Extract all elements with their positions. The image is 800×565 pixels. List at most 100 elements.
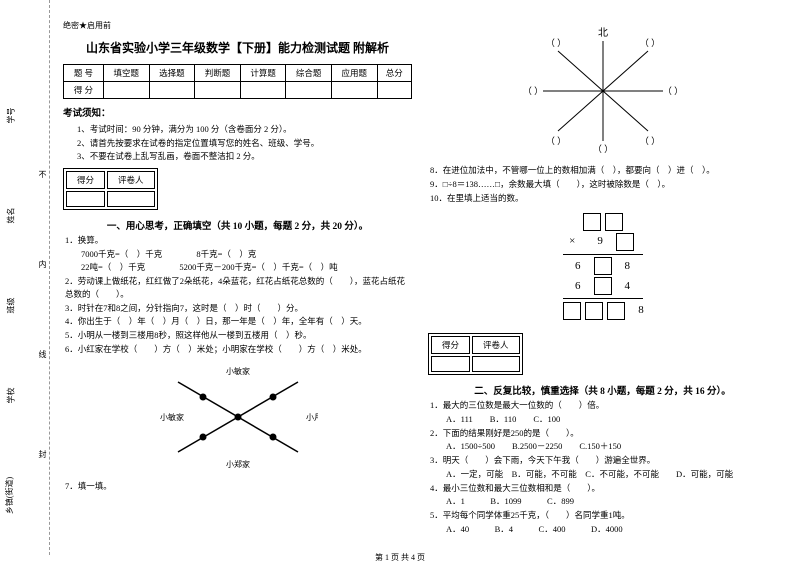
opts: A．111 B．110 C．100 bbox=[430, 413, 777, 426]
bind-mark: 封 bbox=[37, 450, 48, 458]
svg-text:（ ）: （ ） bbox=[639, 38, 659, 48]
svg-text:小敏家: 小敏家 bbox=[160, 412, 184, 422]
blank-box bbox=[594, 277, 612, 295]
digit: 4 bbox=[625, 280, 631, 292]
svg-text:（ ）: （ ） bbox=[662, 86, 682, 96]
digit: 8 bbox=[638, 304, 644, 316]
td bbox=[240, 82, 286, 99]
bind-label: 姓名 bbox=[6, 208, 17, 224]
binding-margin: 乡镇(街道) 学校 班级 姓名 学号 封 线 内 不 bbox=[5, 0, 50, 555]
confidential-note: 绝密★启用前 bbox=[63, 20, 412, 31]
left-column: 绝密★启用前 山东省实验小学三年级数学【下册】能力检测试题 附解析 题 号 填空… bbox=[55, 20, 420, 545]
opts: A．40 B．4 C．400 D．4000 bbox=[430, 523, 777, 536]
right-column: 北 （ ） （ ） （ ） （ ） （ ） （ ） （ ） 8．在进位加法中，不… bbox=[420, 20, 785, 545]
q: 6．小红家在学校（ ）方（ ）米处；小明家在学校（ ）方（ ）米处。 bbox=[65, 343, 412, 356]
score-box: 得分评卷人 bbox=[428, 333, 523, 375]
blank-box bbox=[563, 302, 581, 320]
blank-box bbox=[605, 213, 623, 231]
svg-text:（ ）: （ ） bbox=[522, 86, 542, 96]
td bbox=[195, 82, 241, 99]
bind-mark: 线 bbox=[37, 350, 48, 358]
digit: 6 bbox=[575, 280, 581, 292]
q: 3．时针在7和8之间，分针指向7，这时是（ ）时（ ）分。 bbox=[65, 302, 412, 315]
exam-title: 山东省实验小学三年级数学【下册】能力检测试题 附解析 bbox=[63, 39, 412, 56]
digit: 6 bbox=[575, 260, 581, 272]
q: 10．在里填上适当的数。 bbox=[430, 192, 777, 205]
blank-box bbox=[594, 257, 612, 275]
svg-text:（ ）: （ ） bbox=[545, 136, 565, 146]
hline bbox=[563, 254, 643, 255]
svg-text:小郑家: 小郑家 bbox=[226, 459, 250, 469]
bind-label: 班级 bbox=[6, 298, 17, 314]
compass-diagram: 北 （ ） （ ） （ ） （ ） （ ） （ ） （ ） bbox=[428, 26, 777, 158]
score-box: 得分评卷人 bbox=[63, 168, 158, 210]
opts: A．1500÷500 B.2500－2250 C.150＋150 bbox=[430, 440, 777, 453]
notice-head: 考试须知： bbox=[63, 105, 412, 119]
q: 4．最小三位数和最大三位数相和是（ ）。 bbox=[430, 482, 777, 495]
q: 3．明天（ ）会下雨，今天下午我（ ）游遍全世界。 bbox=[430, 454, 777, 467]
td bbox=[377, 82, 411, 99]
td bbox=[149, 82, 195, 99]
svg-text:小月家: 小月家 bbox=[306, 412, 318, 422]
digit: 8 bbox=[625, 260, 631, 272]
td bbox=[286, 82, 332, 99]
sb-blank bbox=[66, 191, 105, 207]
q: 2．劳动课上做纸花，红红做了2朵纸花，4朵蓝花，红花占纸花总数的（ ），蓝花占纸… bbox=[65, 275, 412, 301]
multiplication-work: × 9 6 8 6 4 8 bbox=[428, 212, 777, 321]
q: 4．你出生于（ ）年（ ）月（ ）日，那一年是（ ）年，全年有（ ）天。 bbox=[65, 315, 412, 328]
notice-item: 3、不要在试卷上乱写乱画，卷面不整洁扣 2 分。 bbox=[77, 150, 412, 164]
sb-c1: 得分 bbox=[66, 171, 105, 189]
svg-text:北: 北 bbox=[598, 27, 608, 39]
notice-item: 1、考试时间：90 分钟，满分为 100 分（含卷面分 2 分）。 bbox=[77, 123, 412, 137]
blank-box bbox=[616, 233, 634, 251]
bind-label: 学校 bbox=[6, 388, 17, 404]
td bbox=[104, 82, 150, 99]
q: 8．在进位加法中，不管哪一位上的数相加满（ ），都要向（ ）进（ ）。 bbox=[430, 164, 777, 177]
svg-text:小敏家: 小敏家 bbox=[226, 366, 250, 376]
question-list: 1．换算。 7000千克=（ ）千克 8千克=（ ）克 22吨=（ ）千克 52… bbox=[63, 234, 412, 356]
mult-sign: × bbox=[569, 235, 575, 247]
bind-mark: 内 bbox=[37, 260, 48, 268]
section1-title: 一、用心思考，正确填空（共 10 小题，每题 2 分，共 20 分）。 bbox=[63, 218, 412, 232]
notice-list: 1、考试时间：90 分钟，满分为 100 分（含卷面分 2 分）。 2、请首先按… bbox=[63, 123, 412, 164]
blank-box bbox=[583, 213, 601, 231]
cross-diagram: 小敏家 小月家 小郑家 小敏家 bbox=[63, 362, 412, 474]
blank-box bbox=[585, 302, 603, 320]
bind-label: 学号 bbox=[6, 108, 17, 124]
notice-item: 2、请首先按要求在试卷的指定位置填写您的姓名、班级、学号。 bbox=[77, 137, 412, 151]
q: 1．换算。 bbox=[65, 234, 412, 247]
th: 计算题 bbox=[240, 65, 286, 82]
sb-blank bbox=[472, 356, 520, 372]
section2-title: 二、反复比较，慎重选择（共 8 小题，每题 2 分，共 16 分）。 bbox=[428, 383, 777, 397]
th: 综合题 bbox=[286, 65, 332, 82]
td bbox=[331, 82, 377, 99]
sb-blank bbox=[431, 356, 470, 372]
blank-box bbox=[607, 302, 625, 320]
svg-text:（ ）: （ ） bbox=[545, 38, 565, 48]
td: 得 分 bbox=[64, 82, 104, 99]
sb-c1: 得分 bbox=[431, 336, 470, 354]
q: 8千克=（ ）克 bbox=[196, 249, 256, 259]
bind-mark: 不 bbox=[37, 170, 48, 178]
opts: A．一定，可能 B．可能，不可能 C．不可能，不可能 D．可能，可能 bbox=[430, 468, 777, 481]
th: 选择题 bbox=[149, 65, 195, 82]
q: 1．最大的三位数是最大一位数的（ ）倍。 bbox=[430, 399, 777, 412]
sb-blank bbox=[107, 191, 155, 207]
hline bbox=[563, 298, 643, 299]
compass-svg: 北 （ ） （ ） （ ） （ ） （ ） （ ） （ ） bbox=[518, 26, 688, 156]
q: 7．填一填。 bbox=[65, 480, 412, 493]
q: 2．下面的结果刚好是250的是（ ）。 bbox=[430, 427, 777, 440]
q: 7000千克=（ ）千克 bbox=[81, 249, 162, 259]
th: 填空题 bbox=[104, 65, 150, 82]
opts: A．1 B．1099 C．899 bbox=[430, 495, 777, 508]
score-table: 题 号 填空题 选择题 判断题 计算题 综合题 应用题 总分 得 分 bbox=[63, 64, 412, 99]
cross-svg: 小敏家 小月家 小郑家 小敏家 bbox=[158, 362, 318, 472]
sb-c2: 评卷人 bbox=[107, 171, 155, 189]
th: 判断题 bbox=[195, 65, 241, 82]
q: 22吨=（ ）千克 bbox=[81, 262, 145, 272]
q: 5200千克－200千克=（ ）千克=（ ）吨 bbox=[179, 262, 337, 272]
digit: 9 bbox=[597, 235, 603, 247]
sb-c2: 评卷人 bbox=[472, 336, 520, 354]
q: 5．小明从一楼到三楼用8秒，照这样他从一楼到五楼用（ ）秒。 bbox=[65, 329, 412, 342]
svg-text:（ ）: （ ） bbox=[592, 144, 612, 154]
